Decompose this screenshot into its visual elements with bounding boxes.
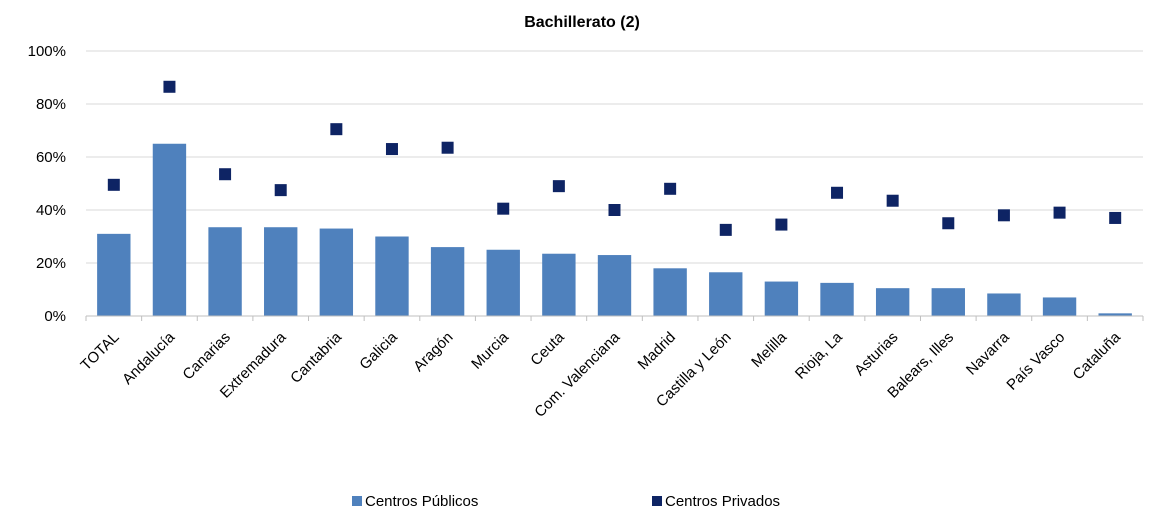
marker-centros-privados xyxy=(107,178,120,191)
x-tick-label: Ceuta xyxy=(527,328,568,369)
bar-centros-publicos xyxy=(1042,297,1077,316)
bar-centros-publicos xyxy=(597,255,632,316)
marker-centros-privados xyxy=(1109,211,1122,224)
x-tick-label: Galicia xyxy=(356,328,401,373)
x-tick-label: Madrid xyxy=(635,329,679,373)
marker-centros-privados xyxy=(163,80,176,93)
marker-centros-privados xyxy=(886,194,899,207)
marker-centros-privados xyxy=(775,218,788,231)
legend-label-centros-publicos: Centros Públicos xyxy=(365,493,478,510)
y-tick-label: 100% xyxy=(28,43,66,60)
marker-centros-privados xyxy=(997,209,1010,222)
y-tick-label: 60% xyxy=(36,149,66,166)
x-tick-label: Murcia xyxy=(468,328,512,372)
y-tick-label: 0% xyxy=(44,308,66,325)
x-tick-label: Canarias xyxy=(179,329,233,383)
bar-centros-publicos xyxy=(542,253,576,316)
y-tick-label: 20% xyxy=(36,255,66,272)
marker-centros-privados xyxy=(831,186,844,199)
y-tick-label: 80% xyxy=(36,96,66,113)
x-tick-label: Navarra xyxy=(963,328,1013,378)
bar-centros-publicos xyxy=(486,249,520,316)
bar-centros-publicos xyxy=(931,288,965,316)
bar-centros-publicos xyxy=(764,281,799,316)
bar-centros-publicos xyxy=(875,288,910,316)
x-tick-label: Cataluña xyxy=(1070,328,1125,383)
marker-centros-privados xyxy=(1053,206,1066,219)
y-axis-ticks: 0% 20% 40% 60% 80% 100% xyxy=(28,43,66,325)
markers-centros-privados xyxy=(107,80,1122,236)
bar-centros-publicos xyxy=(264,227,298,316)
x-tick-label: Aragón xyxy=(410,329,456,375)
marker-centros-privados xyxy=(274,184,287,197)
marker-centros-privados xyxy=(942,217,955,230)
x-tick-label: Melilla xyxy=(748,328,791,371)
bar-centros-publicos xyxy=(1098,313,1132,316)
x-tick-label: TOTAL xyxy=(77,329,122,374)
marker-centros-privados xyxy=(664,182,677,195)
bar-centros-publicos xyxy=(430,247,465,316)
bar-centros-publicos xyxy=(208,227,242,316)
bar-centros-publicos xyxy=(987,293,1021,316)
gridlines xyxy=(86,50,1143,264)
x-tick-label: Asturias xyxy=(851,329,901,379)
marker-centros-privados xyxy=(552,180,565,193)
y-tick-label: 40% xyxy=(36,202,66,219)
x-tick-label: Rioja, La xyxy=(792,328,846,382)
legend-label-centros-privados: Centros Privados xyxy=(665,493,780,510)
bar-centros-publicos xyxy=(319,228,354,316)
bars-centros-publicos xyxy=(97,143,1132,316)
x-tick-label: Cantabria xyxy=(287,328,345,386)
bar-centros-publicos xyxy=(375,236,409,316)
legend-swatch-centros-publicos xyxy=(352,496,362,506)
marker-centros-privados xyxy=(608,204,621,216)
legend: Centros Públicos Centros Privados xyxy=(352,493,780,510)
bar-centros-publicos xyxy=(653,268,687,316)
x-tick-label: Andalucía xyxy=(119,328,179,388)
marker-centros-privados xyxy=(497,202,510,215)
x-tick-label: País Vasco xyxy=(1003,329,1068,394)
bar-centros-publicos xyxy=(152,143,187,316)
bar-centros-publicos xyxy=(820,282,854,316)
marker-centros-privados xyxy=(441,141,454,154)
marker-centros-privados xyxy=(219,168,232,181)
marker-centros-privados xyxy=(385,143,398,156)
legend-swatch-centros-privados xyxy=(652,496,662,506)
bar-centros-publicos xyxy=(97,233,131,316)
bar-centros-publicos xyxy=(709,272,743,316)
chart-title: Bachillerato (2) xyxy=(524,14,640,31)
marker-centros-privados xyxy=(719,223,732,236)
marker-centros-privados xyxy=(330,123,343,136)
